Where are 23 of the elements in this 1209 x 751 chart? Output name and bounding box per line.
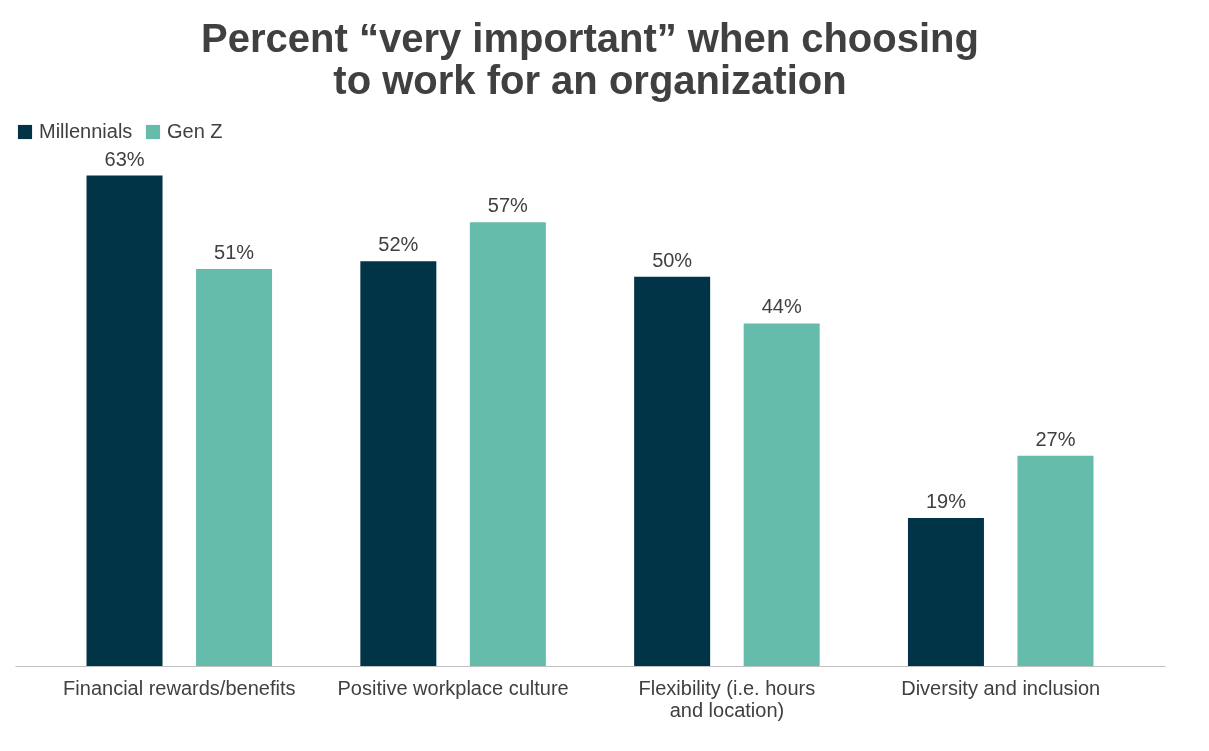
data-label: 51%: [214, 240, 255, 263]
data-label: 50%: [652, 248, 693, 271]
legend-label: Gen Z: [167, 120, 223, 142]
bar: [743, 323, 820, 666]
bar: [907, 518, 984, 666]
chart-title: Percent “very important” when choosing to work for an organization: [201, 16, 979, 102]
data-label: 57%: [487, 194, 529, 217]
bar: [360, 261, 437, 666]
x-tick-label: Flexibility (i.e. hours and location): [638, 676, 816, 721]
bar: [1017, 455, 1094, 666]
bar: [196, 268, 273, 666]
bar: [469, 222, 546, 666]
x-tick-label: Diversity and inclusion: [901, 676, 1101, 699]
x-tick-label: Positive workplace culture: [337, 676, 569, 699]
bar: [634, 276, 711, 666]
data-label: 27%: [1035, 427, 1076, 450]
data-label: 63%: [104, 147, 145, 170]
data-label: 19%: [925, 490, 967, 513]
x-tick-label: Financial rewards/benefits: [63, 676, 296, 699]
legend-label: Millennials: [39, 120, 133, 142]
data-label: 52%: [378, 233, 419, 256]
data-label: 44%: [761, 295, 802, 318]
bar: [86, 175, 163, 666]
